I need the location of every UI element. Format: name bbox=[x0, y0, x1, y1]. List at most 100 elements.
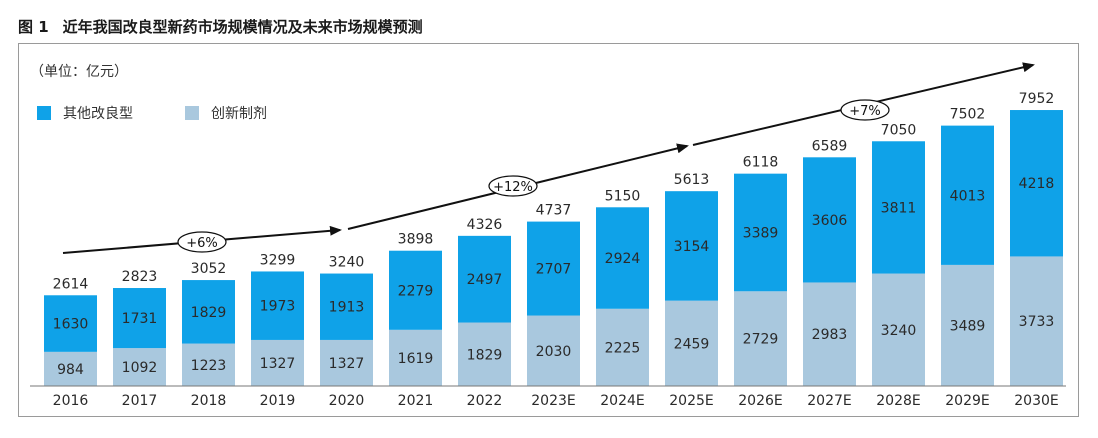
value-label-innovative: 1223 bbox=[191, 358, 227, 374]
bar-segment-innovative bbox=[665, 300, 718, 386]
x-tick-label: 2027E bbox=[807, 393, 851, 409]
x-tick-label: 2022 bbox=[467, 393, 503, 409]
bar-segment-other bbox=[182, 280, 235, 344]
bar-segment-innovative bbox=[251, 339, 304, 386]
bar-segment-other bbox=[320, 273, 373, 340]
bar-segment-other bbox=[1010, 110, 1063, 257]
value-label-other: 3811 bbox=[881, 200, 917, 216]
value-label-other: 3606 bbox=[812, 213, 848, 229]
value-label-other: 3154 bbox=[674, 239, 710, 255]
bar-segment-innovative bbox=[458, 322, 511, 386]
bar-segment-other bbox=[113, 288, 166, 349]
total-label: 3299 bbox=[260, 252, 296, 268]
figure-title-text: 近年我国改良型新药市场规模情况及未来市场规模预测 bbox=[62, 18, 423, 36]
value-label-other: 1973 bbox=[260, 299, 296, 315]
growth-rate-ellipse bbox=[488, 175, 538, 197]
total-label: 3898 bbox=[398, 232, 434, 248]
bar-segment-other bbox=[665, 191, 718, 301]
growth-rate-label: +7% bbox=[849, 104, 881, 119]
bar-segment-other bbox=[389, 250, 442, 330]
value-label-other: 3389 bbox=[743, 225, 779, 241]
total-label: 7050 bbox=[881, 122, 917, 138]
x-tick-label: 2024E bbox=[600, 393, 644, 409]
value-label-other: 1630 bbox=[53, 317, 89, 333]
growth-rate-ellipse bbox=[177, 231, 227, 253]
total-label: 6118 bbox=[743, 155, 779, 171]
bar-segment-other bbox=[734, 173, 787, 292]
chart-frame bbox=[18, 43, 1079, 417]
value-label-innovative: 1327 bbox=[329, 356, 365, 372]
x-tick-label: 2025E bbox=[669, 393, 713, 409]
bar-segment-innovative bbox=[596, 308, 649, 386]
bar-segment-innovative bbox=[113, 348, 166, 386]
bar-segment-innovative bbox=[872, 273, 925, 386]
x-tick-label: 2017 bbox=[122, 393, 158, 409]
value-label-other: 2279 bbox=[398, 283, 434, 299]
bar-segment-innovative bbox=[320, 339, 373, 386]
total-label: 3052 bbox=[191, 261, 227, 277]
bar-segment-innovative bbox=[941, 264, 994, 386]
x-tick-label: 2029E bbox=[945, 393, 989, 409]
x-tick-label: 2020 bbox=[329, 393, 365, 409]
x-tick-label: 2023E bbox=[531, 393, 575, 409]
value-label-innovative: 1829 bbox=[467, 347, 503, 363]
x-tick-label: 2019 bbox=[260, 393, 296, 409]
total-label: 5613 bbox=[674, 172, 710, 188]
x-tick-label: 2028E bbox=[876, 393, 920, 409]
value-label-innovative: 2459 bbox=[674, 336, 710, 352]
value-label-innovative: 2983 bbox=[812, 327, 848, 343]
value-label-innovative: 2030 bbox=[536, 344, 572, 360]
value-label-other: 1829 bbox=[191, 305, 227, 321]
x-tick-labels: 2016 2017 2018 2019 2020 2021 2022 2023E 2024E 20… bbox=[53, 393, 1059, 409]
value-label-other: 4013 bbox=[950, 188, 986, 204]
value-label-innovative: 1092 bbox=[122, 360, 158, 376]
x-tick-label: 2018 bbox=[191, 393, 227, 409]
total-label: 2614 bbox=[53, 276, 89, 292]
bar-segment-innovative bbox=[389, 329, 442, 386]
bar-segment-other bbox=[458, 235, 511, 323]
legend: 其他改良型 创新制剂 bbox=[37, 106, 267, 122]
legend-swatch bbox=[37, 106, 51, 120]
legend-label: 创新制剂 bbox=[211, 106, 267, 122]
bar-segment-other bbox=[872, 141, 925, 274]
x-tick-label: 2026E bbox=[738, 393, 782, 409]
figure-title: 图 1 近年我国改良型新药市场规模情况及未来市场规模预测 bbox=[18, 16, 423, 37]
value-label-other: 1731 bbox=[122, 311, 158, 327]
growth-rate-ellipse bbox=[840, 99, 890, 121]
value-labels: 984 1630 2614 1092 1731 2823 1223 1829 3052 1327 1… bbox=[53, 91, 1055, 378]
value-label-other: 2924 bbox=[605, 251, 641, 267]
growth-rate-label: +12% bbox=[493, 180, 533, 195]
x-tick-label: 2021 bbox=[398, 393, 434, 409]
unit-label: （单位：亿元） bbox=[30, 64, 128, 80]
x-tick-label: 2030E bbox=[1014, 393, 1058, 409]
trend-arrows: +6% +12% +7% bbox=[62, 62, 1035, 254]
bar-segment-innovative bbox=[44, 351, 97, 386]
total-label: 5150 bbox=[605, 188, 641, 204]
bar-segment-other bbox=[527, 221, 580, 316]
bars bbox=[44, 110, 1063, 386]
total-label: 3240 bbox=[329, 255, 365, 271]
value-label-innovative: 1327 bbox=[260, 356, 296, 372]
value-label-innovative: 3240 bbox=[881, 323, 917, 339]
total-label: 6589 bbox=[812, 138, 848, 154]
x-tick-label: 2016 bbox=[53, 393, 89, 409]
bar-segment-innovative bbox=[734, 291, 787, 386]
bar-segment-innovative bbox=[182, 343, 235, 386]
value-label-innovative: 984 bbox=[57, 362, 84, 378]
total-label: 4326 bbox=[467, 217, 503, 233]
value-label-innovative: 2729 bbox=[743, 332, 779, 348]
total-label: 4737 bbox=[536, 203, 572, 219]
figure-number: 图 1 bbox=[18, 18, 49, 36]
growth-rate-label: +6% bbox=[186, 236, 218, 251]
total-label: 7502 bbox=[950, 107, 986, 123]
bar-segment-innovative bbox=[803, 282, 856, 386]
value-label-innovative: 1619 bbox=[398, 351, 434, 367]
value-label-other: 4218 bbox=[1019, 176, 1055, 192]
value-label-innovative: 2225 bbox=[605, 340, 641, 356]
bar-segment-other bbox=[803, 157, 856, 283]
total-label: 2823 bbox=[122, 269, 158, 285]
legend-swatch bbox=[185, 106, 199, 120]
value-label-innovative: 3489 bbox=[950, 318, 986, 334]
value-label-other: 1913 bbox=[329, 300, 365, 316]
